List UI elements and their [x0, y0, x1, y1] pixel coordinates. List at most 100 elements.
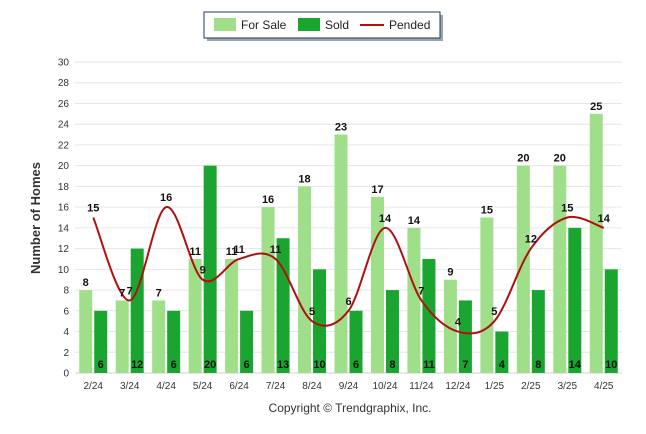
x-tick-label: 7/24 [266, 381, 286, 392]
label-pended: 11 [233, 244, 245, 256]
y-axis-label: Number of Homes [28, 162, 43, 274]
bar-for-sale [152, 300, 166, 373]
y-tick-label: 30 [58, 58, 70, 69]
label-pended: 16 [160, 192, 172, 204]
bar-sold [276, 238, 290, 373]
y-tick-label: 10 [58, 265, 70, 276]
y-tick-label: 14 [58, 223, 70, 234]
label-for-sale: 15 [481, 205, 493, 217]
x-tick-label: 5/24 [193, 381, 213, 392]
bar-for-sale [334, 134, 348, 373]
x-tick-label: 4/25 [594, 381, 614, 392]
legend-swatch-sold [298, 18, 320, 31]
y-tick-label: 28 [58, 78, 70, 89]
label-for-sale: 11 [226, 246, 238, 258]
bar-sold [203, 165, 217, 373]
legend-swatch-for-sale [214, 18, 236, 31]
bar-for-sale [261, 207, 275, 373]
bar-sold [568, 227, 582, 373]
label-sold: 8 [389, 359, 395, 371]
label-pended: 11 [270, 244, 282, 256]
label-for-sale: 8 [83, 277, 89, 289]
label-sold: 4 [499, 359, 506, 371]
bar-sold [94, 310, 108, 373]
bar-sold [167, 310, 181, 373]
legend-label-pended: Pended [389, 18, 430, 32]
label-for-sale: 20 [554, 153, 566, 165]
bar-sold [531, 290, 545, 373]
label-sold: 6 [98, 359, 104, 371]
bar-for-sale [407, 227, 421, 373]
label-pended: 15 [87, 203, 99, 215]
label-sold: 20 [204, 359, 216, 371]
bar-for-sale [480, 217, 494, 373]
label-pended: 14 [379, 213, 392, 225]
bar-for-sale [225, 258, 239, 373]
label-sold: 6 [171, 359, 177, 371]
bar-for-sale [553, 165, 567, 373]
label-for-sale: 7 [119, 287, 125, 299]
bar-sold [458, 300, 472, 373]
data-labels: 8 6 7 12 7 6 11 20 11 6 16 13 18 10 23 6 17 8 14 11 9 7 15 4 20 8… [83, 101, 618, 371]
bar-sold [313, 269, 327, 373]
x-tick-label: 1/25 [485, 381, 505, 392]
x-tick-label: 9/24 [339, 381, 359, 392]
label-sold: 14 [569, 359, 582, 371]
label-for-sale: 25 [590, 101, 602, 113]
x-tick-label: 3/24 [120, 381, 140, 392]
y-tick-label: 0 [63, 369, 69, 380]
x-tick-label: 11/24 [409, 381, 434, 392]
bar-sold [240, 310, 254, 373]
label-pended: 7 [418, 285, 424, 297]
label-sold: 11 [423, 359, 435, 371]
bar-sold [495, 331, 509, 373]
x-tick-label: 4/24 [156, 381, 176, 392]
bars [79, 113, 618, 373]
label-for-sale: 18 [298, 173, 310, 185]
label-sold: 7 [462, 359, 468, 371]
x-tick-label: 12/24 [445, 381, 470, 392]
label-pended: 9 [200, 265, 206, 277]
label-pended: 5 [491, 306, 497, 318]
label-sold: 6 [353, 359, 359, 371]
y-tick-label: 2 [63, 348, 69, 359]
y-tick-label: 20 [58, 161, 70, 172]
label-sold: 12 [131, 359, 143, 371]
bar-for-sale [188, 258, 202, 373]
label-sold: 8 [535, 359, 541, 371]
label-for-sale: 20 [517, 153, 529, 165]
y-tick-label: 22 [58, 140, 70, 151]
bar-for-sale [115, 300, 129, 373]
label-pended: 12 [525, 234, 537, 246]
y-tick-label: 6 [63, 306, 69, 317]
y-tick-label: 8 [63, 286, 69, 297]
bar-for-sale [443, 279, 457, 373]
x-tick-label: 2/25 [521, 381, 541, 392]
x-tick-label: 2/24 [83, 381, 103, 392]
x-tick-label: 6/24 [229, 381, 249, 392]
x-tick-label: 3/25 [558, 381, 578, 392]
pended-line-path [92, 206, 605, 335]
bar-for-sale [589, 113, 603, 373]
label-for-sale: 9 [447, 267, 453, 279]
label-sold: 10 [605, 359, 617, 371]
label-pended: 5 [309, 306, 315, 318]
label-for-sale: 11 [189, 246, 201, 258]
label-pended: 7 [127, 285, 133, 297]
label-for-sale: 14 [408, 215, 421, 227]
legend-label-for-sale: For Sale [241, 18, 287, 32]
pended-line [92, 206, 605, 335]
bar-sold [349, 310, 363, 373]
y-tick-label: 26 [58, 99, 70, 110]
label-sold: 13 [277, 359, 289, 371]
bar-sold [604, 269, 618, 373]
bar-for-sale [79, 290, 93, 373]
y-tick-label: 4 [63, 327, 69, 338]
bar-for-sale [298, 186, 312, 373]
bar-sold [130, 248, 144, 373]
label-pended: 15 [561, 203, 573, 215]
label-for-sale: 23 [335, 122, 347, 134]
copyright-footer: Copyright © Trendgraphix, Inc. [269, 401, 432, 415]
